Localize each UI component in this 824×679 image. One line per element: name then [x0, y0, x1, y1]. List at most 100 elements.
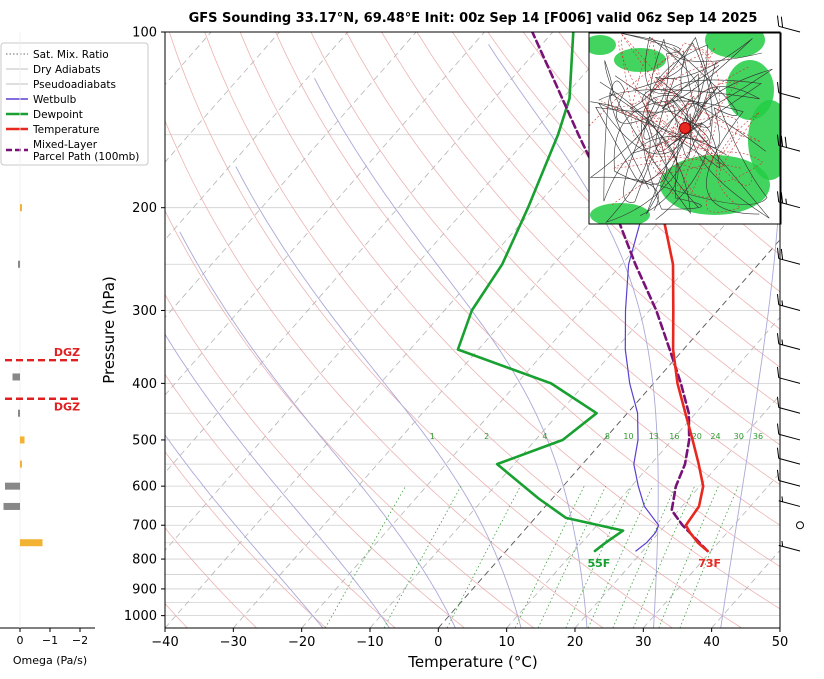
mixing-ratio-label: 8 [605, 432, 610, 441]
chart-title: GFS Sounding 33.17°N, 69.48°E Init: 00z … [189, 11, 758, 26]
isotherm-line [643, 472, 780, 628]
omega-bar [20, 436, 25, 444]
x-tick-label: 10 [498, 635, 515, 650]
omega-bar [20, 460, 22, 468]
moist-adiabat-line [720, 44, 780, 628]
wind-barb [776, 423, 801, 441]
inset-map-location-marker [679, 122, 691, 134]
inset-map-precip [705, 33, 765, 58]
legend-label: Parcel Path (100mb) [33, 151, 139, 163]
inset-map-contour [633, 38, 762, 154]
inset-map-contour [655, 42, 713, 220]
series-mixed-layer-parcel-path-100mb [531, 32, 709, 553]
isotherm-line [574, 394, 780, 628]
wind-barb [776, 15, 801, 33]
y-tick-label: 900 [132, 582, 157, 597]
wind-barb [776, 396, 801, 414]
inset-map-precip [614, 48, 666, 72]
mixing-ratio-label: 16 [669, 432, 679, 441]
wind-barb-calm [796, 521, 804, 530]
omega-bar [20, 204, 22, 212]
mixing-ratio-label: 10 [623, 432, 633, 441]
x-tick-label: −40 [151, 635, 178, 650]
inset-map-contour [641, 75, 740, 199]
x-tick-label: 40 [703, 635, 720, 650]
isotherm-line [437, 239, 780, 628]
isotherm-line [165, 32, 554, 474]
inset-map-contour [599, 60, 691, 215]
dry-adiabat-line [275, 32, 780, 568]
surface-dewpoint-label: 55F [587, 557, 610, 570]
wind-barb [776, 247, 801, 265]
dgz-label: DGZ [54, 346, 80, 359]
omega-panel: Omega (Pa/s) 0 −1 −2 [0, 32, 95, 667]
y-tick-label: 700 [132, 519, 157, 534]
y-tick-label: 100 [132, 26, 157, 41]
dry-adiabat-line [416, 32, 780, 407]
omega-tick-label: 0 [17, 634, 24, 647]
isotherm-line [506, 316, 780, 628]
x-tick-label: −10 [356, 635, 383, 650]
mixing-ratio-line [324, 486, 406, 628]
inset-map-contour [644, 47, 719, 162]
moist-adiabat-line [314, 77, 588, 628]
wind-barb [776, 294, 801, 311]
inset-map-contour [614, 75, 711, 203]
dry-adiabat-line [204, 32, 742, 628]
surface-temperature-label: 73F [698, 557, 721, 570]
inset-map-contour [631, 37, 761, 147]
dry-adiabat-line [165, 293, 465, 628]
isotherm-line [165, 32, 417, 319]
wind-barb [778, 496, 801, 507]
y-tick-label: 300 [132, 304, 157, 319]
omega-bar [5, 482, 20, 490]
series-dewpoint [456, 32, 625, 553]
inset-map-contour [609, 44, 721, 215]
isotherm-line [165, 32, 280, 163]
y-tick-label: 1000 [124, 609, 157, 624]
mixing-ratio-label: 24 [710, 432, 720, 441]
y-tick-label: 800 [132, 553, 157, 568]
omega-tick-label: −1 [42, 634, 58, 647]
dry-adiabat-line [165, 210, 535, 628]
mixing-ratio-line [537, 486, 607, 628]
mixing-ratio-line [446, 486, 521, 628]
y-tick-label: 600 [132, 480, 157, 495]
isotherm-line [369, 161, 780, 628]
moist-adiabat-line [235, 166, 522, 628]
mixing-ratio-label: 36 [753, 432, 763, 441]
inset-map-contour [601, 39, 720, 200]
inset-map [588, 32, 782, 225]
dry-adiabat-line [310, 32, 780, 526]
dry-adiabat-line [168, 32, 673, 628]
inset-map-contour [589, 33, 685, 211]
inset-map-contour [595, 36, 720, 183]
dgz-label: DGZ [54, 401, 80, 414]
wind-barb [776, 82, 801, 99]
inset-map-features [589, 33, 781, 224]
mixing-ratio-label: 30 [734, 432, 744, 441]
legend: Sat. Mix. Ratio Dry Adiabats Pseudoadiabat… [0, 42, 149, 166]
wind-barb [776, 469, 801, 487]
dry-adiabat-line [165, 451, 327, 628]
x-tick-label: −20 [288, 635, 315, 650]
x-tick-label: 20 [567, 635, 584, 650]
omega-bar [18, 260, 20, 268]
omega-tick-label: −2 [72, 634, 88, 647]
wind-barbs [776, 15, 804, 552]
legend-label: Mixed-Layer [33, 139, 98, 151]
dry-adiabat-line [165, 119, 604, 628]
series-wetbulb [624, 107, 660, 552]
dry-adiabat-line [165, 373, 396, 628]
inset-map-contour [629, 36, 768, 216]
isotherm-line [165, 32, 485, 396]
dgz-markers: DGZ DGZ [5, 346, 80, 414]
omega-bar [18, 409, 20, 417]
mixing-ratio-line [565, 486, 632, 628]
axis-layer: Temperature (°C) Pressure (hPa) −40 −30 −2… [100, 26, 788, 672]
wind-barb [776, 447, 801, 465]
y-tick-label: 200 [132, 201, 157, 216]
wind-barb [776, 191, 801, 209]
legend-label: Dewpoint [33, 109, 83, 121]
moist-adiabat-line [488, 44, 659, 628]
